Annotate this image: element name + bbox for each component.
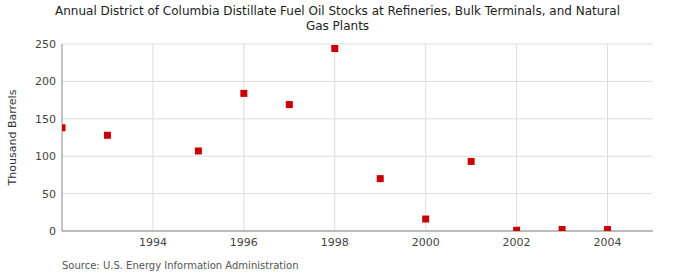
grid-line-x (425, 44, 426, 231)
point (513, 227, 520, 231)
y-tick-label: 150 (35, 113, 56, 126)
y-tick-label: 250 (35, 38, 56, 51)
points (62, 45, 611, 231)
title-line: Annual District of Columbia Distillate F… (55, 4, 620, 18)
y-tick-label: 200 (35, 75, 56, 88)
y-tick-label: 0 (49, 225, 56, 238)
x-tick-label: 2000 (412, 236, 440, 249)
grid-line-x (516, 44, 517, 231)
point (422, 216, 429, 223)
grid-line-x (243, 44, 244, 231)
chart: Annual District of Columbia Distillate F… (0, 0, 675, 275)
y-axis-label: Thousand Barrels (6, 89, 19, 186)
grid-line-x (607, 44, 608, 231)
point (62, 124, 66, 131)
point (240, 90, 247, 97)
x-tick-label: 1994 (139, 236, 167, 249)
y-tick-label: 100 (35, 150, 56, 163)
grid-line-x (152, 44, 153, 231)
x-tick-label: 2004 (594, 236, 622, 249)
point (468, 158, 475, 165)
grid-line-y (62, 81, 653, 82)
annotation: Source: U.S. Energy Information Administ… (62, 260, 299, 271)
title: Annual District of Columbia Distillate F… (55, 4, 620, 33)
grid-line-x (334, 44, 335, 231)
grid-line-y (62, 156, 653, 157)
y-axis-line (62, 44, 63, 231)
title-line: Gas Plants (306, 19, 369, 33)
grid-line-y (62, 193, 653, 194)
x-tick-label: 1996 (230, 236, 258, 249)
grid-line-y (62, 118, 653, 119)
point (286, 101, 293, 108)
grid (62, 44, 653, 231)
x-tick-label: 2002 (503, 236, 531, 249)
point (377, 175, 384, 182)
point (104, 132, 111, 139)
point (195, 147, 202, 154)
y-tick-label: 50 (42, 188, 56, 201)
grid-line-y (62, 44, 653, 45)
point (604, 226, 611, 231)
point (559, 226, 566, 231)
point (331, 45, 338, 52)
x-tick-label: 1998 (321, 236, 349, 249)
